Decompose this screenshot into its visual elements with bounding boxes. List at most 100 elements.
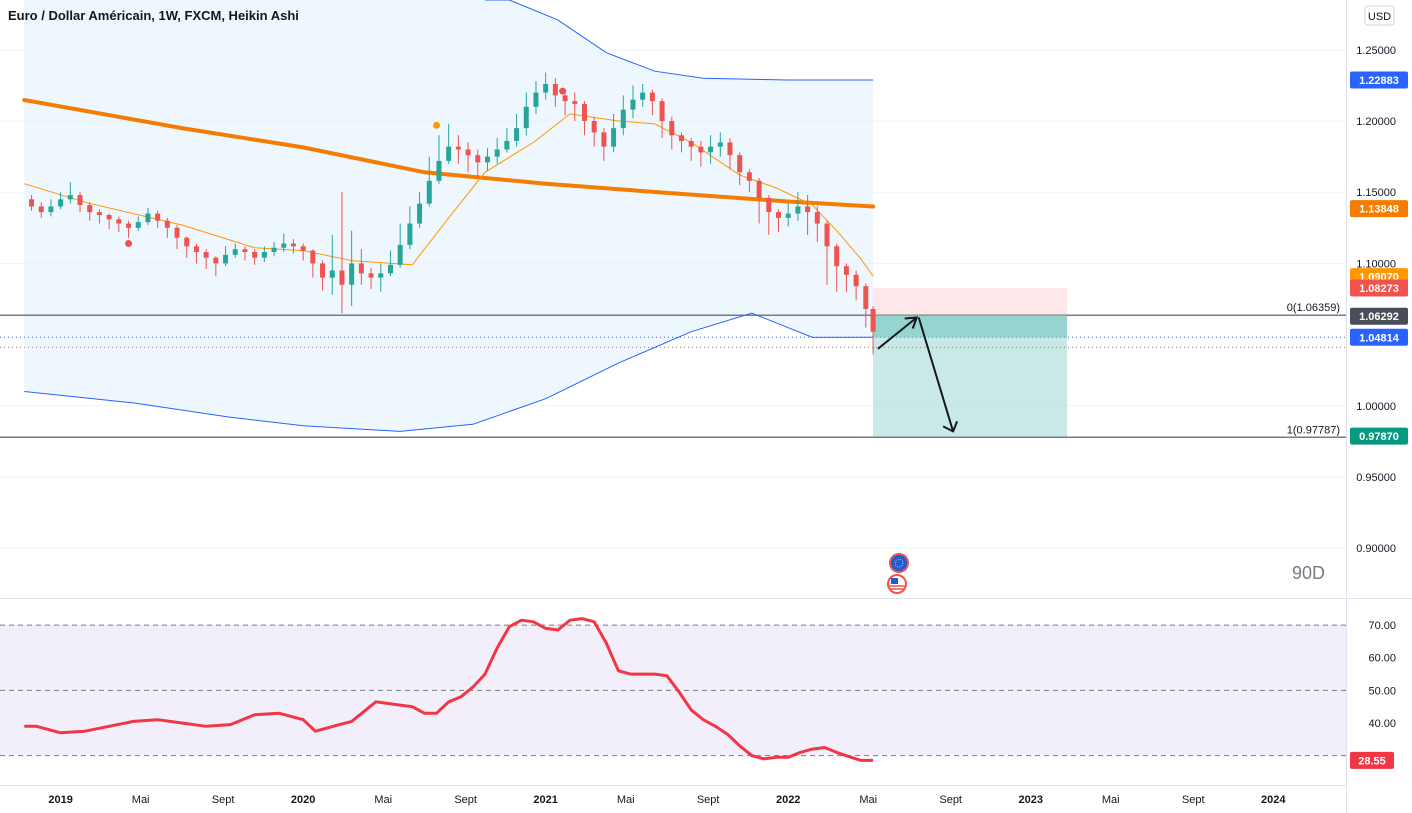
price-badge-label: 1.22883 [1359, 75, 1399, 87]
candle-body [620, 109, 626, 129]
candle-body [96, 212, 102, 215]
candle-body [649, 92, 655, 102]
candle-body [834, 246, 840, 267]
candle-body [688, 140, 694, 147]
eu-flag-icon[interactable] [891, 555, 907, 571]
price-axis[interactable]: 1.25000 1.20000 1.15000 1.10000 1.00000 0.950… [1356, 45, 1396, 555]
candle-body [271, 247, 277, 253]
candle-body [669, 121, 675, 136]
candle-body [737, 155, 743, 173]
time-tick-label: Mai [859, 794, 877, 806]
rsi-badge-label: 28.55 [1358, 755, 1386, 767]
stop-loss-zone[interactable] [873, 288, 1068, 316]
rsi-band-fill [0, 625, 1346, 756]
price-badge-label: 0.97870 [1359, 431, 1399, 443]
projection-arrows[interactable] [877, 316, 959, 433]
price-tick-label: 1.00000 [1356, 401, 1396, 413]
chart-title[interactable]: Euro / Dollar Américain, 1W, FXCM, Heiki… [8, 8, 299, 23]
candle-body [135, 222, 141, 228]
time-tick-label: Sept [939, 794, 962, 806]
candle-body [678, 135, 684, 141]
candle-body [164, 220, 170, 228]
candle-body [203, 252, 209, 258]
arrow-down-line[interactable] [917, 317, 955, 432]
candle-body [630, 99, 636, 110]
ma-short-line [24, 113, 874, 277]
candle-body [455, 146, 461, 150]
price-badge-label: 1.08273 [1359, 283, 1399, 295]
candle-body [281, 243, 287, 248]
rsi-tick-label: 40.00 [1368, 718, 1396, 730]
candle-body [349, 263, 355, 285]
candle-body [795, 206, 801, 214]
price-tick-label: 1.10000 [1356, 258, 1396, 270]
rsi-pane[interactable] [0, 624, 1346, 757]
currency-button-label: USD [1368, 11, 1391, 23]
candle-body [358, 263, 364, 274]
candle-body [746, 172, 752, 181]
signal-dot [125, 239, 133, 247]
candle-body [77, 195, 83, 206]
candle-body [870, 308, 876, 332]
candle-body [591, 121, 597, 133]
rsi-tick-label: 60.00 [1368, 653, 1396, 665]
arrow-down-head [942, 421, 959, 433]
candle-body [155, 213, 161, 221]
candle-body [407, 223, 413, 245]
watermark-label: 90D [1292, 563, 1325, 583]
time-tick-label: 2020 [291, 794, 315, 806]
candle-body [387, 264, 393, 274]
rsi-axis[interactable]: 70.00 60.00 50.00 40.00 [1368, 620, 1396, 730]
candle-body [533, 92, 539, 107]
candle-body [640, 92, 646, 100]
price-labels: 1.228831.138481.090701.082731.062921.048… [1350, 71, 1408, 769]
candle-body [116, 219, 122, 224]
candle-body [708, 146, 714, 153]
candle-body [766, 197, 772, 213]
candle-body [184, 237, 190, 247]
price-badge-label: 1.04814 [1359, 332, 1400, 344]
candle-body [698, 146, 704, 153]
candle-body [67, 195, 73, 200]
candle-body [814, 212, 820, 224]
candle-body [659, 101, 665, 122]
candle-body [320, 263, 326, 278]
time-tick-label: Mai [617, 794, 635, 806]
candle-body [601, 132, 607, 147]
candle-body [523, 106, 529, 129]
time-axis[interactable]: 2019 Mai Sept 2020 Mai Sept 2021 Mai Sept 2022 Mai… [48, 794, 1286, 806]
time-tick-label: 2024 [1261, 794, 1286, 806]
time-tick-label: 2021 [533, 794, 557, 806]
candle-body [368, 273, 374, 278]
candle-body [775, 212, 781, 218]
candles [29, 72, 1068, 355]
signal-dot [559, 87, 567, 95]
time-tick-label: 2022 [776, 794, 800, 806]
time-tick-label: Mai [1102, 794, 1120, 806]
candle-body [300, 246, 306, 251]
candle-body [426, 180, 432, 204]
candle-body [48, 206, 54, 213]
candle-body [252, 252, 258, 258]
time-tick-label: Sept [1182, 794, 1205, 806]
upper-band-line [509, 0, 874, 81]
candle-body [261, 252, 267, 258]
candle-body [290, 243, 296, 247]
price-badge [1350, 328, 1408, 346]
candle-body [581, 103, 587, 122]
candle-body [87, 205, 93, 213]
rsi-badge [1350, 751, 1394, 769]
arrow-up-line[interactable] [877, 316, 918, 350]
time-tick-label: 2019 [48, 794, 72, 806]
candle-body [329, 270, 335, 278]
economic-events[interactable] [887, 553, 909, 594]
candle-body [38, 206, 44, 213]
time-tick-label: Sept [697, 794, 720, 806]
candle-body [397, 244, 403, 265]
candle-body [126, 223, 132, 228]
price-badge [1350, 71, 1408, 89]
currency-button[interactable] [1364, 5, 1395, 26]
candle-body [417, 203, 423, 224]
fib-label-1: 1(0.97787) [1287, 424, 1340, 436]
